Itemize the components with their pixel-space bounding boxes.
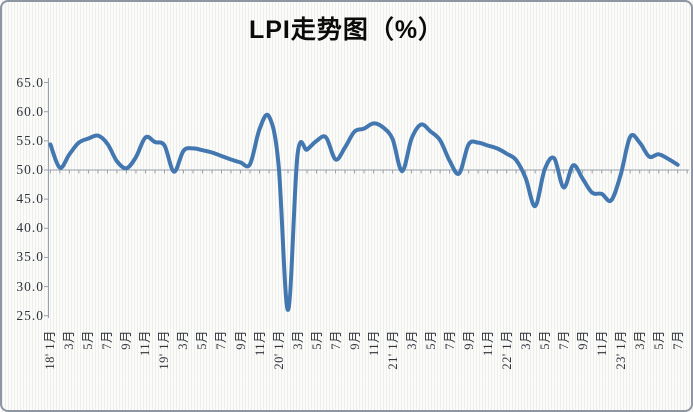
x-axis-label: 11月 [594, 330, 609, 357]
x-axis-label: 7月 [556, 330, 571, 350]
x-axis-label: 23' 1月 [613, 330, 628, 370]
y-axis-label: 55.0 [16, 132, 44, 148]
x-axis-label: 21' 1月 [385, 330, 400, 370]
y-axis-label: 65.0 [16, 74, 44, 90]
x-axis-label: 5月 [309, 330, 324, 350]
y-axis-label: 35.0 [16, 249, 44, 265]
x-axis-label: 22' 1月 [499, 330, 514, 370]
x-axis-label: 20' 1月 [271, 330, 286, 370]
x-axis-label: 3月 [518, 330, 533, 350]
x-axis-label: 5月 [195, 330, 210, 350]
lpi-line-series [48, 112, 680, 312]
x-axis-label: 11月 [366, 330, 381, 357]
y-axis-label: 50.0 [16, 162, 44, 177]
x-axis-label: 18' 1月 [43, 330, 58, 370]
x-axis-label: 9月 [575, 330, 590, 350]
x-axis-label: 3月 [176, 330, 191, 350]
x-axis-label: 3月 [632, 330, 647, 350]
x-axis-label: 7月 [442, 330, 457, 350]
x-axis-label: 11月 [252, 330, 267, 357]
x-axis-label: 19' 1月 [157, 330, 172, 370]
x-axis-label: 3月 [62, 330, 77, 350]
x-axis-label: 7月 [328, 330, 343, 350]
chart-title: LPI走势图（%） [248, 16, 445, 44]
x-axis-label: 11月 [138, 330, 153, 357]
x-axis-label: 9月 [119, 330, 134, 350]
x-axis-label: 7月 [214, 330, 229, 350]
y-axis-label: 25.0 [16, 307, 44, 323]
x-axis-label: 5月 [537, 330, 552, 350]
x-axis-label: 7月 [670, 330, 685, 350]
x-axis-label: 9月 [461, 330, 476, 350]
y-axis-label: 40.0 [16, 220, 44, 236]
axes [44, 78, 689, 318]
x-axis-label: 5月 [81, 330, 96, 350]
x-axis-label: 3月 [404, 330, 419, 350]
y-axis-label: 45.0 [16, 191, 44, 207]
x-axis-label: 5月 [423, 330, 438, 350]
y-axis-label: 30.0 [16, 278, 44, 294]
y-axis-label: 60.0 [16, 103, 44, 119]
x-axis-label: 7月 [100, 330, 115, 350]
x-axis-label: 5月 [651, 330, 666, 350]
x-axis-label: 3月 [290, 330, 305, 350]
x-axis-label: 9月 [347, 330, 362, 350]
x-axis-label: 9月 [233, 330, 248, 350]
x-axis-label: 11月 [480, 330, 495, 357]
